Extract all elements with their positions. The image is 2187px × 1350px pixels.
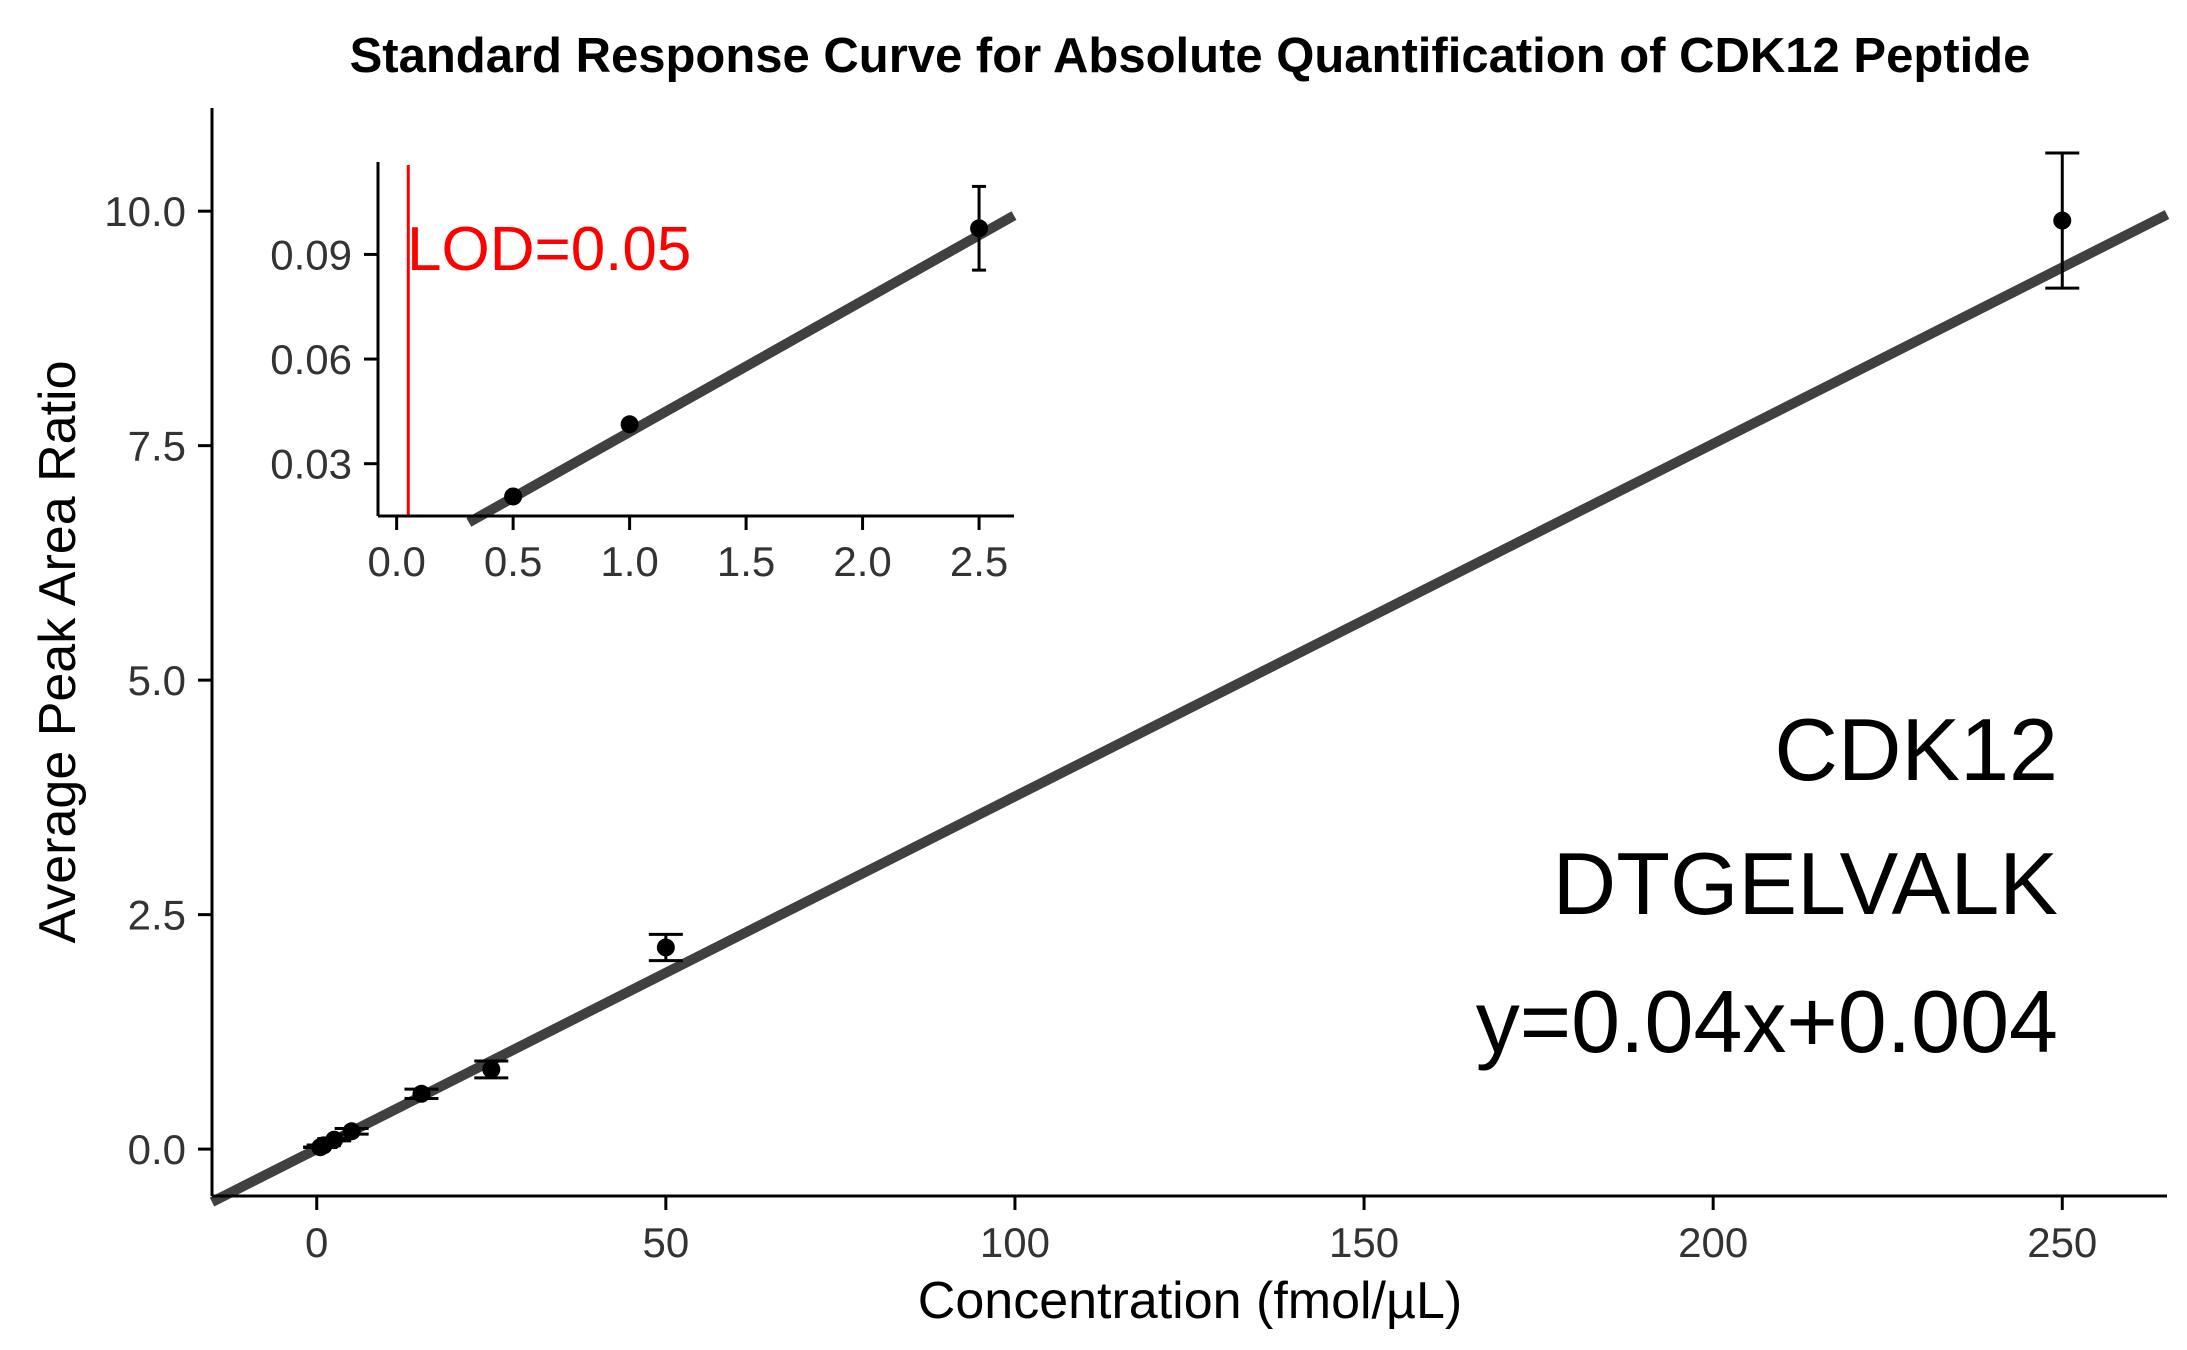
y-ticks: 0.0 2.5 5.0 7.5 10.0 xyxy=(104,188,212,1173)
data-point-marker xyxy=(2053,211,2072,230)
inset-regression-line xyxy=(466,211,1017,527)
x-ticks: 0 50 100 150 200 250 xyxy=(305,1196,2097,1266)
x-tick-label: 50 xyxy=(642,1219,689,1266)
y-axis-label: Average Peak Area Ratio xyxy=(29,361,87,944)
x-axis-label: Concentration (fmol/µL) xyxy=(918,1272,1462,1330)
x-tick-label: 0 xyxy=(305,1219,328,1266)
inset-y-tick-label: 0.09 xyxy=(270,231,352,278)
regression-line xyxy=(209,210,2170,1207)
data-points-layer xyxy=(303,151,2080,1157)
y-tick-label: 2.5 xyxy=(128,892,186,939)
inset-y-tick-label: 0.03 xyxy=(270,441,352,488)
inset-x-tick-label: 0.5 xyxy=(484,538,542,585)
inset-data-points-layer xyxy=(504,184,989,506)
inset-y-tick-label: 0.06 xyxy=(270,336,352,383)
data-point-6 xyxy=(648,932,683,963)
x-tick-label: 250 xyxy=(2027,1219,2097,1266)
annotation-peptide: DTGELVALK xyxy=(1553,834,2058,933)
annotations: CDK12 DTGELVALK y=0.04x+0.004 xyxy=(1476,700,2058,1071)
data-point-marker xyxy=(412,1084,431,1103)
x-tick-label: 100 xyxy=(980,1219,1050,1266)
inset-x-tick-label: 2.0 xyxy=(833,538,891,585)
data-point-7 xyxy=(2045,151,2080,290)
data-point-2 xyxy=(317,1130,352,1149)
data-point-4 xyxy=(404,1084,439,1103)
y-tick-label: 0.0 xyxy=(128,1126,186,1173)
inset-x-ticks: 0.0 0.5 1.0 1.5 2.0 2.5 xyxy=(367,516,1008,585)
lod-label: LOD=0.05 xyxy=(407,215,691,284)
x-tick-label: 200 xyxy=(1678,1219,1748,1266)
inset-fit-layer xyxy=(466,211,1017,527)
inset-x-tick-label: 0.0 xyxy=(367,538,425,585)
main-plot: 0 50 100 150 200 250 0.0 2.5 5.0 7.5 10.0 Concent… xyxy=(29,108,2170,1330)
chart-title: Standard Response Curve for Absolute Qua… xyxy=(350,29,2031,83)
y-tick-label: 5.0 xyxy=(128,657,186,704)
data-point-marker xyxy=(970,219,989,238)
data-point-marker xyxy=(342,1122,361,1141)
inset-data-point-2 xyxy=(970,184,989,272)
y-tick-label: 7.5 xyxy=(128,423,186,470)
inset-plot: 0.0 0.5 1.0 1.5 2.0 2.5 0.03 0.06 0.09 LOD=0.05 xyxy=(270,162,1017,585)
inset-x-tick-label: 1.5 xyxy=(717,538,775,585)
annotation-equation: y=0.04x+0.004 xyxy=(1476,972,2058,1071)
inset-y-ticks: 0.03 0.06 0.09 xyxy=(270,231,378,488)
inset-x-tick-label: 1.0 xyxy=(600,538,658,585)
data-point-3 xyxy=(334,1122,369,1141)
data-point-marker xyxy=(620,415,639,434)
data-point-5 xyxy=(474,1059,509,1080)
inset-data-point-0 xyxy=(504,487,523,506)
fit-line-layer xyxy=(209,210,2170,1207)
y-tick-label: 10.0 xyxy=(104,188,186,235)
inset-x-tick-label: 2.5 xyxy=(950,538,1008,585)
annotation-protein: CDK12 xyxy=(1774,700,2058,799)
data-point-marker xyxy=(482,1060,501,1079)
data-point-marker xyxy=(504,487,523,506)
x-tick-label: 150 xyxy=(1329,1219,1399,1266)
data-point-marker xyxy=(656,938,675,957)
inset-data-point-1 xyxy=(620,415,639,434)
